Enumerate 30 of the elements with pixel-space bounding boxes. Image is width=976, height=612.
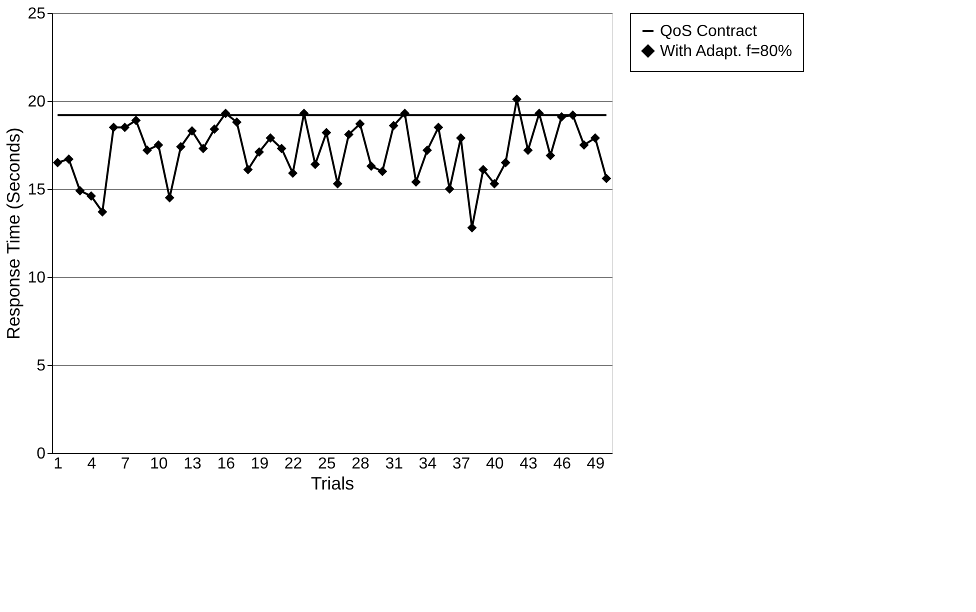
x-tick-label: 46 — [553, 456, 572, 472]
point — [512, 94, 522, 104]
legend-label: QoS Contract — [660, 23, 758, 40]
y-tick-label: 15 — [28, 182, 46, 198]
x-tick-label: 34 — [418, 456, 437, 472]
x-tick-label: 4 — [87, 456, 96, 472]
y-tick-label: 25 — [28, 6, 46, 22]
x-tick-label: 7 — [120, 456, 130, 472]
x-tick-label: 28 — [352, 456, 370, 472]
x-tick-label: 37 — [452, 456, 470, 472]
y-tick-label: 0 — [36, 446, 46, 462]
x-tick-label: 19 — [250, 456, 269, 472]
y-tick-label: 10 — [28, 270, 46, 286]
y-tick-label: 5 — [36, 358, 46, 374]
x-tick-label: 22 — [284, 456, 302, 472]
x-tick-label: 40 — [486, 456, 504, 472]
legend-label: With Adapt. f=80% — [660, 43, 792, 60]
x-tick-label: 31 — [385, 456, 404, 472]
x-tick-label: 16 — [217, 456, 236, 472]
x-tick-label: 1 — [54, 456, 63, 472]
x-tick-label: 13 — [184, 456, 202, 472]
y-axis-title: Response Time (Seconds) — [4, 127, 24, 340]
y-tick-label: 20 — [28, 94, 46, 110]
x-tick-label: 49 — [586, 456, 605, 472]
point — [176, 142, 186, 152]
x-tick-label: 25 — [318, 456, 336, 472]
x-tick-label: 10 — [150, 456, 168, 472]
x-tick-label: 43 — [520, 456, 538, 472]
x-axis-title: Trials — [310, 474, 354, 494]
point — [75, 186, 85, 196]
